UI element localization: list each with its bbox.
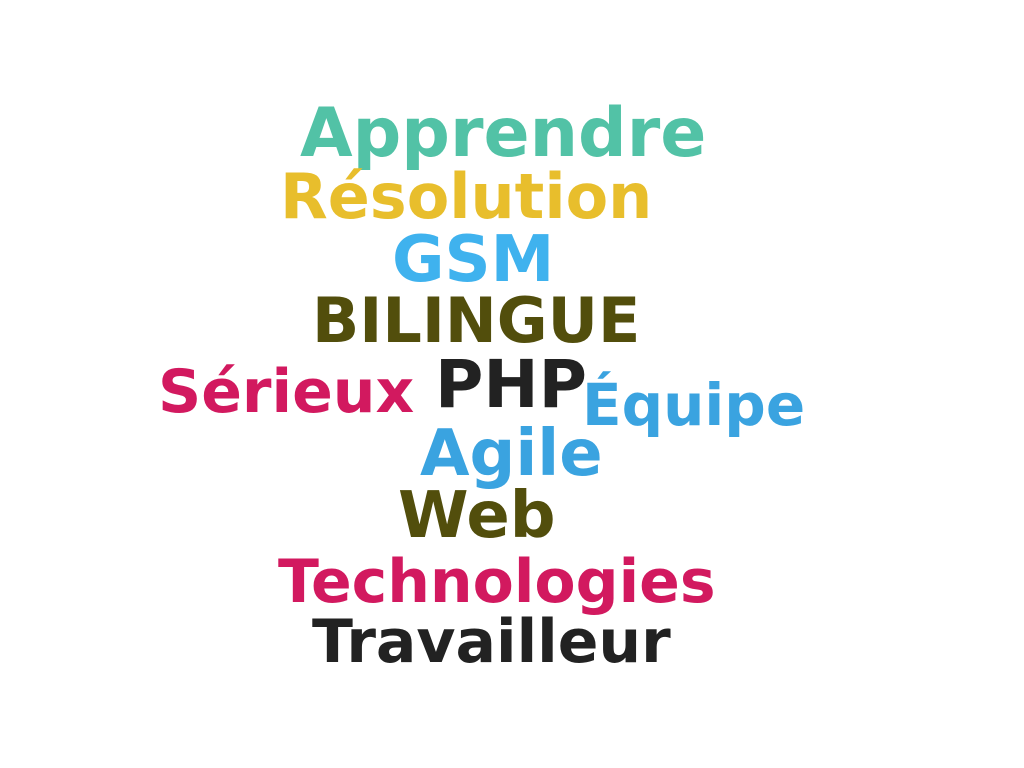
word-travailleur: Travailleur <box>312 607 671 677</box>
word-gsm: GSM <box>392 223 555 297</box>
word-technologies: Technologies <box>278 547 716 617</box>
word-agile: Agile <box>420 417 603 491</box>
word-resolution: Résolution <box>280 160 653 233</box>
word-apprendre: Apprendre <box>300 94 707 173</box>
word-web: Web <box>398 479 556 553</box>
word-serieux: Sérieux <box>158 357 415 427</box>
word-bilingue: BILINGUE <box>312 284 641 357</box>
word-php: PHP <box>435 346 587 423</box>
word-equipe: Équipe <box>582 371 806 439</box>
